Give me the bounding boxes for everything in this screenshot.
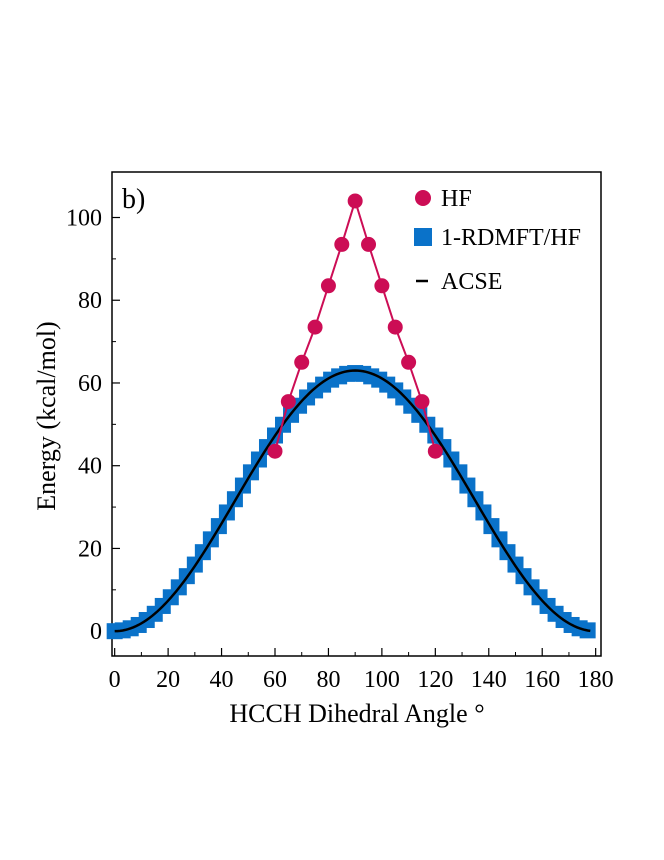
series-layer — [106, 193, 596, 640]
panel-label: b) — [122, 184, 145, 215]
x-tick-label: 60 — [263, 667, 287, 693]
y-tick-label: 40 — [78, 454, 102, 480]
legend: HF 1-RDMFT/HF ACSE — [414, 186, 581, 295]
axis-ticks — [112, 216, 597, 656]
x-tick-label: 40 — [210, 667, 234, 693]
x-tick-label: 20 — [156, 667, 180, 693]
series-hf — [267, 193, 443, 459]
x-tick-label: 120 — [417, 667, 453, 693]
y-tick-label: 20 — [78, 536, 102, 562]
x-tick-label: 140 — [471, 667, 507, 693]
y-tick-label: 80 — [78, 288, 102, 314]
y-tick-label: 60 — [78, 371, 102, 397]
hf-point — [374, 278, 390, 294]
hf-point — [427, 443, 443, 459]
y-tick-label: 0 — [90, 619, 102, 645]
series-rdmft — [106, 365, 596, 640]
hf-point — [401, 354, 417, 370]
x-tick-label: 0 — [109, 667, 121, 693]
hf-point — [414, 394, 430, 410]
x-tick-label: 160 — [524, 667, 560, 693]
acse-line — [114, 369, 591, 633]
y-axis-label: Energy (kcal/mol) — [32, 321, 61, 510]
legend-rdmft-label: 1-RDMFT/HF — [441, 225, 581, 251]
hf-point — [387, 319, 403, 335]
legend-hf-marker — [415, 190, 431, 206]
legend-hf-label: HF — [441, 186, 472, 212]
y-tick-labels: 0 20 40 60 80 100 — [66, 206, 102, 646]
plot-frame — [111, 171, 602, 657]
x-axis-label: HCCH Dihedral Angle ° — [229, 699, 484, 728]
hf-point — [294, 354, 310, 370]
x-tick-labels: 0 20 40 60 80 100 120 140 160 180 — [109, 667, 614, 693]
legend-acse-label: ACSE — [441, 269, 502, 295]
hf-point — [334, 236, 350, 252]
x-tick-label: 180 — [578, 667, 614, 693]
hf-point — [347, 193, 363, 209]
hf-point — [361, 236, 377, 252]
hf-point — [320, 278, 336, 294]
hf-point — [267, 443, 283, 459]
x-tick-label: 100 — [364, 667, 400, 693]
x-tick-label: 80 — [316, 667, 340, 693]
hf-point — [307, 319, 323, 335]
y-tick-label: 100 — [66, 206, 102, 232]
hf-point — [280, 394, 296, 410]
legend-rdmft-marker — [414, 228, 432, 246]
